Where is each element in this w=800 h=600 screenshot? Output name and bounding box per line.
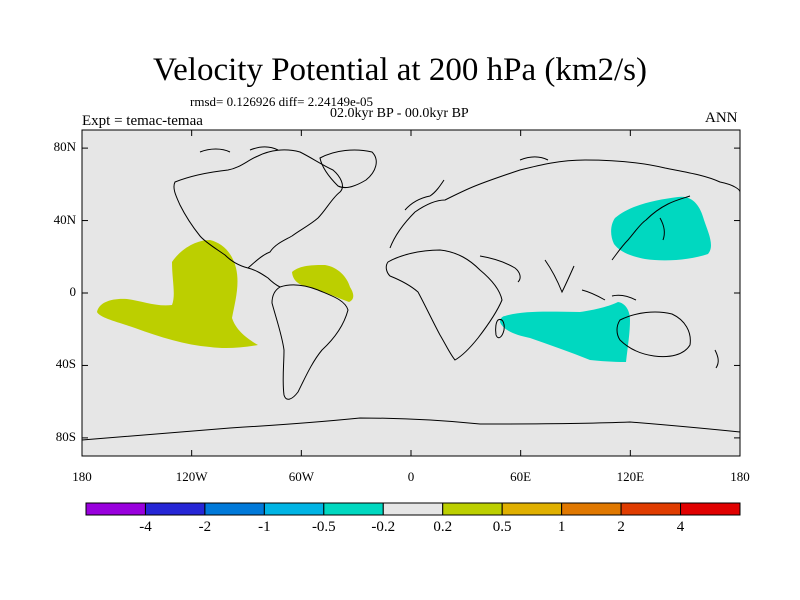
colorbar-swatch [442, 502, 503, 516]
rmsd-caption: rmsd= 0.126926 diff= 2.24149e-05 [190, 94, 374, 109]
colorbar-swatch [501, 502, 563, 516]
colorbar-swatch [85, 502, 146, 516]
y-tick-label: 0 [69, 284, 77, 299]
x-tick-label: 180 [730, 469, 750, 484]
period-caption: 02.0kyr BP - 00.0kyr BP [330, 106, 469, 121]
colorbar [85, 502, 741, 516]
map-title: Velocity Potential at 200 hPa (km2/s) [152, 52, 648, 88]
colorbar-swatch [561, 502, 622, 516]
season-caption: ANN [705, 110, 738, 126]
colorbar-label: 2 [617, 519, 625, 535]
colorbar-swatch [204, 502, 265, 516]
y-tick-label: 40S [55, 356, 76, 372]
colorbar-label: 0.2 [433, 519, 453, 535]
east-pacific-positive-region [97, 240, 258, 349]
x-tick-label: 60W [288, 469, 314, 484]
y-tick-label: 40N [53, 211, 76, 227]
colorbar-label: -4 [139, 519, 152, 535]
colorbar-swatch [620, 502, 682, 516]
colorbar-swatch [680, 502, 741, 516]
map-axes [81, 130, 741, 456]
indian-ocean-negative-region [500, 302, 630, 362]
colorbar-swatch [323, 502, 384, 516]
x-tick-label: 120W [175, 469, 208, 484]
y-tick-label: 80S [55, 428, 76, 444]
colorbar-label: 4 [676, 519, 685, 535]
north-atlantic-positive-region [292, 265, 354, 302]
colorbar-label: 0.5 [492, 519, 512, 535]
colorbar-label: -0.2 [371, 519, 396, 535]
coastlines [81, 146, 741, 441]
experiment-caption: Expt = temac-temaa [82, 113, 203, 129]
colorbar-label: -1 [258, 519, 271, 535]
x-tick-label: 120E [616, 469, 645, 484]
colorbar-label: -2 [198, 519, 212, 535]
y-tick-label: 80N [53, 139, 76, 155]
colorbar-swatch [144, 502, 206, 516]
colorbar-swatch [382, 502, 444, 516]
colorbar-swatch [263, 502, 325, 516]
northwest-pacific-negative-region [611, 196, 711, 261]
colorbar-label: -0.5 [311, 519, 336, 535]
x-tick-label: 180 [72, 469, 92, 484]
colorbar-label: 1 [557, 519, 566, 535]
x-tick-label: 0 [407, 469, 415, 484]
x-tick-label: 60E [510, 469, 532, 484]
shaded-regions [97, 196, 711, 362]
